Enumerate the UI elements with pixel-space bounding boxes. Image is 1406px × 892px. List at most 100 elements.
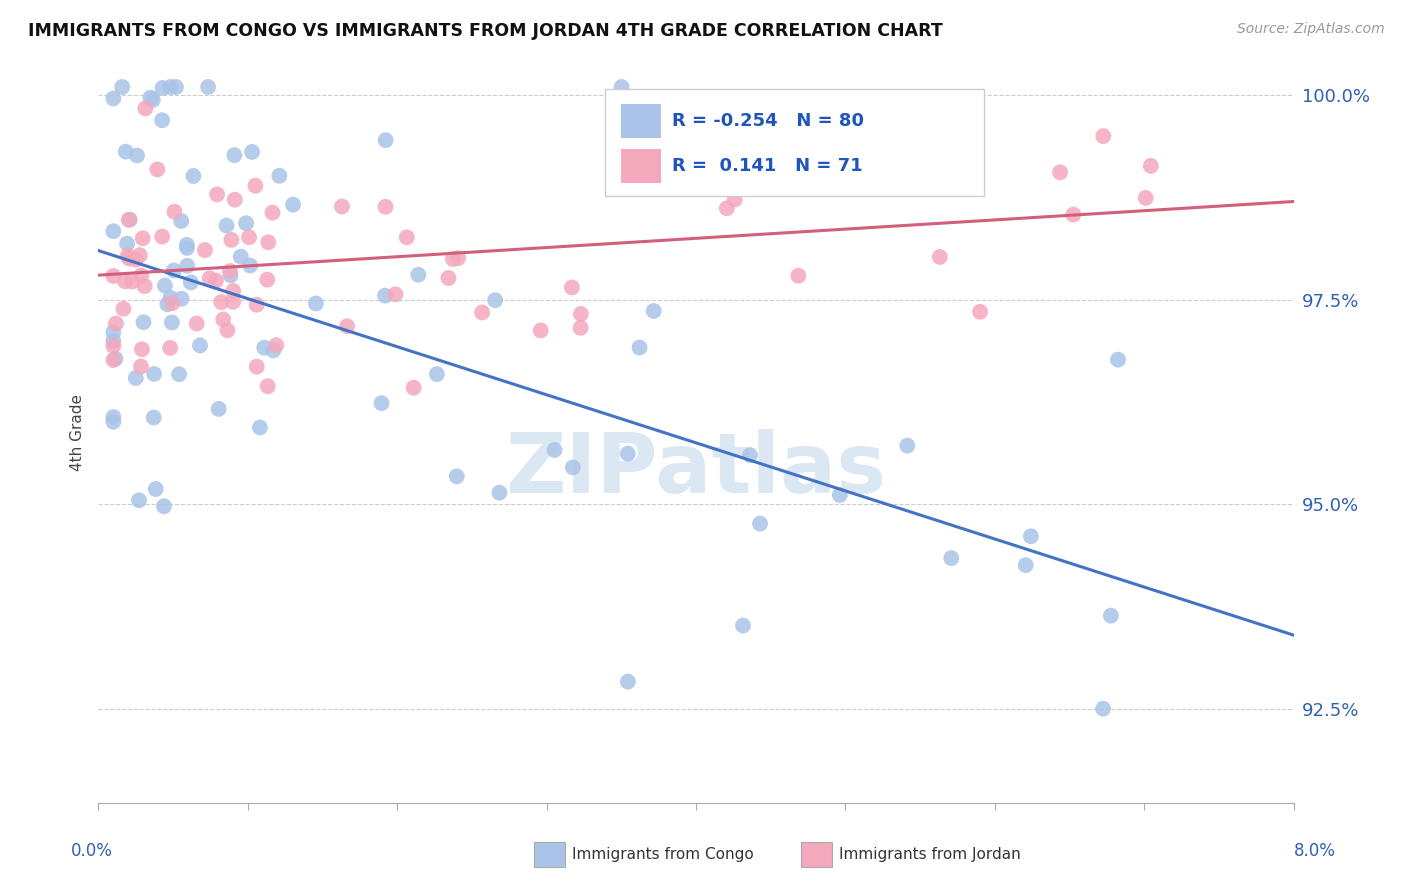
Text: 8.0%: 8.0% [1294, 842, 1336, 860]
Point [188, 338, 211, 352]
Point [212, 312, 235, 326]
Point [103, 339, 125, 353]
Point [170, 292, 193, 306]
Text: R =  0.141   N = 71: R = 0.141 N = 71 [672, 157, 863, 175]
Point [128, 248, 150, 262]
Point [134, 279, 156, 293]
Point [1140, 159, 1163, 173]
Point [176, 237, 198, 252]
Point [197, 80, 219, 95]
Point [1015, 558, 1038, 573]
Point [103, 410, 125, 425]
Text: Immigrants from Congo: Immigrants from Congo [572, 847, 754, 862]
Point [118, 252, 141, 266]
Point [142, 410, 165, 425]
Point [115, 236, 138, 251]
Point [163, 204, 186, 219]
Text: 0.0%: 0.0% [70, 842, 112, 860]
Point [117, 249, 139, 263]
Point [336, 319, 359, 334]
Point [374, 288, 396, 302]
Point [222, 284, 245, 298]
Point [186, 317, 208, 331]
Point [617, 447, 640, 461]
Point [165, 80, 187, 95]
Point [828, 488, 851, 502]
Point [239, 259, 262, 273]
Point [104, 351, 127, 366]
Text: Immigrants from Jordan: Immigrants from Jordan [839, 847, 1021, 862]
Point [724, 193, 747, 207]
Point [150, 229, 173, 244]
Point [159, 291, 181, 305]
Point [215, 219, 238, 233]
Point [488, 485, 510, 500]
Point [146, 162, 169, 177]
Point [395, 230, 418, 244]
Point [129, 268, 152, 283]
Point [446, 469, 468, 483]
Point [145, 482, 167, 496]
Point [245, 178, 267, 193]
Point [1099, 608, 1122, 623]
Point [1062, 208, 1084, 222]
Point [132, 231, 155, 245]
Point [610, 80, 633, 95]
Point [690, 135, 713, 149]
Point [253, 341, 276, 355]
Point [142, 93, 165, 107]
Point [121, 275, 143, 289]
Point [125, 371, 148, 385]
Point [163, 263, 186, 277]
Point [205, 274, 228, 288]
Point [129, 359, 152, 374]
Point [118, 212, 141, 227]
Point [159, 80, 181, 95]
Point [114, 145, 136, 159]
Point [426, 367, 449, 381]
Point [941, 551, 963, 566]
Point [441, 252, 464, 266]
Point [111, 80, 134, 95]
Point [749, 516, 772, 531]
Point [238, 230, 260, 244]
Point [530, 323, 553, 337]
Point [103, 268, 125, 283]
Point [176, 241, 198, 255]
Point [246, 298, 269, 312]
Point [561, 280, 583, 294]
Point [219, 268, 242, 283]
Point [180, 276, 202, 290]
Point [134, 102, 156, 116]
Text: Source: ZipAtlas.com: Source: ZipAtlas.com [1237, 22, 1385, 37]
Point [131, 343, 153, 357]
Point [384, 287, 406, 301]
Y-axis label: 4th Grade: 4th Grade [70, 394, 86, 471]
Point [205, 187, 228, 202]
Point [969, 305, 991, 319]
Point [229, 250, 252, 264]
Point [264, 338, 287, 352]
Point [240, 145, 263, 159]
Point [153, 278, 176, 293]
Point [183, 169, 205, 183]
Text: IMMIGRANTS FROM CONGO VS IMMIGRANTS FROM JORDAN 4TH GRADE CORRELATION CHART: IMMIGRANTS FROM CONGO VS IMMIGRANTS FROM… [28, 22, 943, 40]
Point [257, 235, 280, 250]
Point [198, 271, 221, 285]
Point [875, 114, 897, 128]
Point [1135, 191, 1157, 205]
Point [256, 272, 278, 286]
Point [103, 353, 125, 368]
Point [447, 251, 470, 265]
Point [128, 493, 150, 508]
Point [281, 197, 304, 211]
Point [103, 91, 125, 105]
Point [716, 201, 738, 215]
Point [167, 368, 190, 382]
Point [162, 296, 184, 310]
Point [484, 293, 506, 308]
Point [569, 307, 592, 321]
Point [150, 113, 173, 128]
Point [1019, 529, 1042, 543]
Point [235, 216, 257, 230]
